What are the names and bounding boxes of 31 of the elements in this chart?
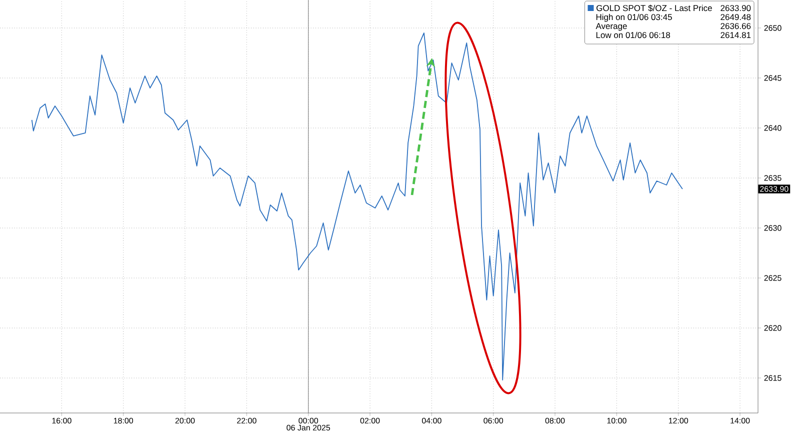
- y-tick-label: 2635: [764, 175, 782, 181]
- legend-label: GOLD SPOT $/OZ - Last Price: [596, 4, 712, 12]
- annotation: Average: [596, 23, 627, 31]
- annotation: 2649.48: [720, 14, 751, 20]
- annotation: 2633.90: [720, 5, 751, 12]
- x-tick-label: 22:00: [237, 418, 256, 424]
- line-series: [31, 32, 683, 380]
- text: 2633.90: [760, 186, 788, 192]
- x-axis-title: 06 Jan 2025: [286, 424, 330, 431]
- x-tick-label: 00:00: [298, 418, 318, 424]
- annotation: 2614.81: [720, 32, 751, 38]
- y-tick-label: 2615: [764, 375, 782, 381]
- y-tick-label: 2630: [764, 225, 782, 231]
- y-tick-label: 2650: [764, 25, 782, 31]
- x-tick-label: 04:00: [422, 418, 442, 424]
- annotation: High on 01/06 03:45: [596, 14, 672, 22]
- annotation: Low on 01/06 06:18: [596, 32, 670, 38]
- x-tick-label: 20:00: [175, 418, 195, 424]
- x-tick-label: 10:00: [607, 418, 626, 424]
- x-tick-label: 02:00: [360, 418, 380, 424]
- annotation: 2636.66: [720, 23, 751, 30]
- x-tick-label: 06:00: [484, 418, 504, 424]
- x-tick-label: 16:00: [52, 418, 72, 424]
- y-tick-label: 2640: [764, 125, 782, 131]
- x-tick-label: 12:00: [668, 418, 688, 424]
- x-tick-label: 08:00: [545, 418, 565, 424]
- y-tick-label: 2645: [764, 75, 782, 81]
- x-tick-label: 18:00: [114, 418, 134, 424]
- y-tick-label: 2625: [764, 275, 782, 281]
- y-tick-label: 2620: [764, 325, 782, 331]
- x-tick-label: 14:00: [730, 418, 750, 424]
